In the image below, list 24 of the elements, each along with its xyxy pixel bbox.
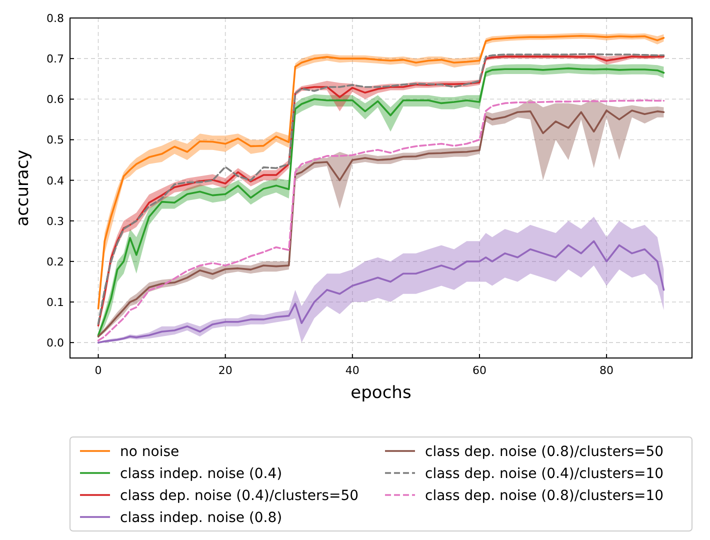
legend-label: class dep. noise (0.8)/clusters=50 (425, 444, 664, 460)
x-tick-label: 60 (472, 364, 486, 377)
legend-label: class dep. noise (0.4)/clusters=50 (120, 488, 359, 504)
x-tick-label: 80 (600, 364, 614, 377)
y-tick-label: 0.4 (46, 174, 64, 188)
y-tick-label: 0.8 (46, 12, 64, 25)
legend-label: no noise (120, 444, 180, 460)
x-tick-label: 40 (345, 364, 360, 377)
y-tick-label: 0.3 (46, 214, 64, 228)
y-tick-label: 0.0 (46, 336, 64, 350)
y-tick-label: 0.7 (46, 52, 64, 66)
legend-label: class dep. noise (0.8)/clusters=10 (425, 488, 664, 504)
x-tick-label: 0 (94, 364, 102, 377)
y-tick-label: 0.5 (46, 134, 64, 147)
x-tick-label: 20 (218, 364, 232, 377)
y-tick-label: 0.2 (46, 255, 64, 268)
line-series (97, 240, 665, 344)
y-axis-title: accuracy (13, 150, 33, 226)
legend-label: class dep. noise (0.4)/clusters=10 (425, 466, 664, 482)
legend-label: class indep. noise (0.8) (120, 510, 282, 526)
legend-label: class indep. noise (0.4) (120, 466, 282, 482)
y-tick-label: 0.6 (46, 93, 64, 106)
x-axis-title: epochs (350, 383, 412, 403)
y-tick-label: 0.1 (46, 296, 64, 310)
